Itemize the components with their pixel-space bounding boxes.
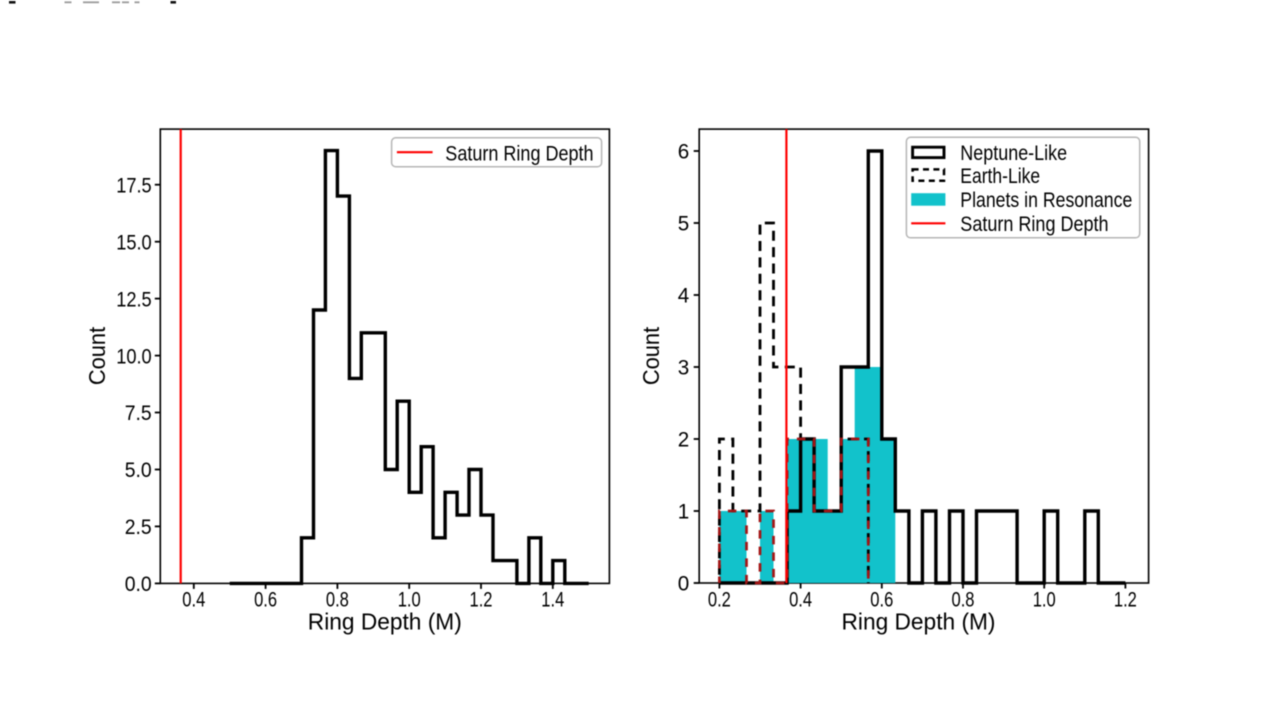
svg-text:0.4: 0.4 — [789, 588, 812, 611]
svg-text:17.5: 17.5 — [116, 174, 152, 197]
svg-text:1.2: 1.2 — [470, 588, 493, 611]
svg-text:0: 0 — [678, 573, 690, 596]
svg-text:Ring Depth (M): Ring Depth (M) — [842, 608, 996, 634]
svg-text:Planets in Resonance: Planets in Resonance — [960, 189, 1132, 212]
svg-text:Saturn Ring Depth: Saturn Ring Depth — [960, 213, 1108, 236]
svg-text:0.6: 0.6 — [254, 588, 277, 611]
svg-text:7.5: 7.5 — [125, 402, 152, 425]
svg-text:Saturn Ring Depth: Saturn Ring Depth — [445, 143, 593, 166]
svg-text:0.2: 0.2 — [708, 588, 731, 611]
svg-text:0.8: 0.8 — [326, 588, 349, 611]
svg-text:0.0: 0.0 — [125, 573, 152, 596]
svg-text:1.0: 1.0 — [1033, 588, 1056, 611]
svg-text:1: 1 — [678, 501, 690, 524]
svg-text:2: 2 — [678, 429, 690, 452]
svg-text:10.0: 10.0 — [116, 345, 152, 368]
svg-text:Count: Count — [638, 326, 664, 385]
svg-text:15.0: 15.0 — [116, 231, 152, 254]
svg-text:1.2: 1.2 — [1114, 588, 1137, 611]
svg-text:4: 4 — [678, 285, 690, 308]
svg-text:12.5: 12.5 — [116, 288, 152, 311]
svg-text:1.0: 1.0 — [398, 588, 421, 611]
svg-text:0.4: 0.4 — [182, 588, 205, 611]
svg-text:1.4: 1.4 — [541, 588, 564, 611]
svg-text:Count: Count — [84, 326, 110, 385]
svg-text:Earth-Like: Earth-Like — [960, 165, 1040, 188]
svg-text:3: 3 — [678, 357, 690, 380]
svg-text:Ring Depth (M): Ring Depth (M) — [308, 608, 462, 634]
svg-text:5.0: 5.0 — [125, 459, 152, 482]
svg-text:Neptune-Like: Neptune-Like — [960, 142, 1067, 165]
svg-text:2.5: 2.5 — [125, 516, 152, 539]
svg-text:5: 5 — [678, 213, 690, 236]
svg-text:0.8: 0.8 — [952, 588, 975, 611]
svg-text:0.6: 0.6 — [870, 588, 893, 611]
svg-text:6: 6 — [678, 141, 690, 164]
